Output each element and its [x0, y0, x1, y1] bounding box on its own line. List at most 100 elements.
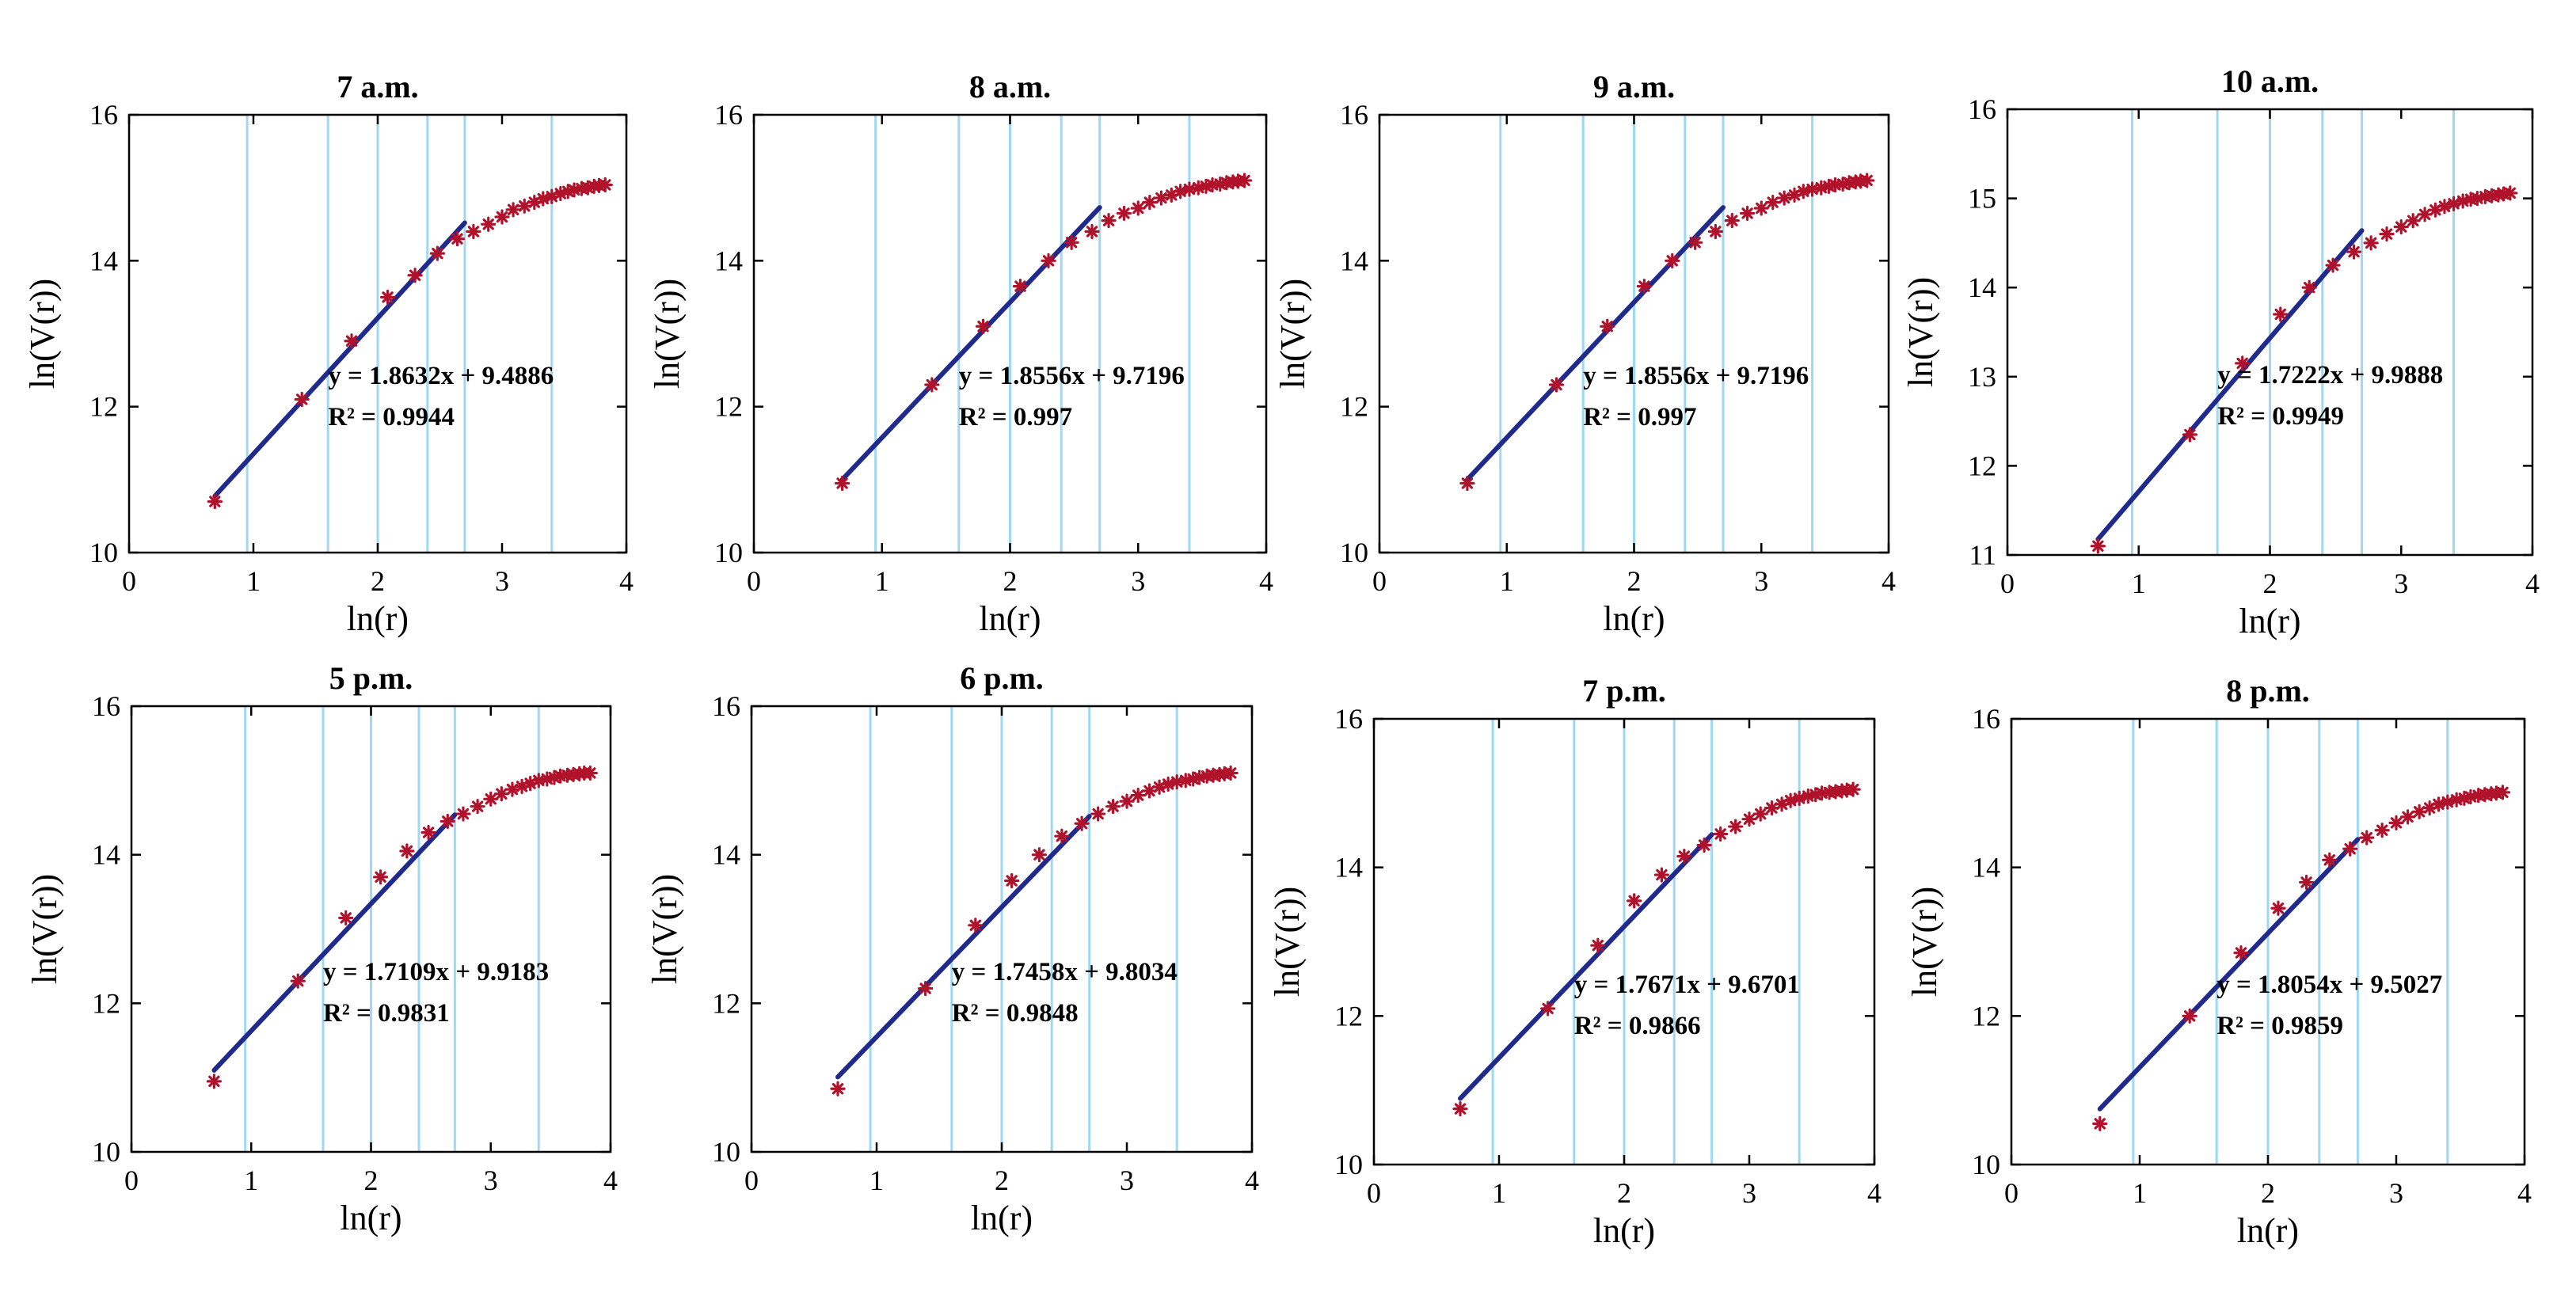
- y-tick-label: 10: [1340, 537, 1368, 568]
- x-tick-label: 4: [603, 1165, 618, 1196]
- y-tick-label: 14: [1968, 272, 1996, 303]
- y-tick-label: 14: [714, 245, 743, 276]
- data-point: [2182, 1008, 2197, 1024]
- data-point-stroke: [1823, 180, 1835, 192]
- data-point-stroke: [292, 975, 304, 987]
- data-point: [2233, 944, 2249, 961]
- fit-line: [2097, 837, 2361, 1112]
- data-point-stroke: [1102, 215, 1115, 226]
- x-tick-label: 3: [1120, 1165, 1134, 1196]
- data-point: [830, 1081, 846, 1096]
- data-point: [2440, 794, 2456, 810]
- data-point: [2092, 1115, 2108, 1131]
- data-point: [1041, 253, 1056, 268]
- data-point: [1236, 173, 1253, 188]
- data-point-stroke: [1193, 181, 1204, 194]
- data-point: [1084, 223, 1100, 240]
- x-tick-label: 3: [2394, 568, 2408, 599]
- x-axis-label: ln(r): [2237, 1211, 2299, 1250]
- data-point-stroke: [1666, 255, 1678, 267]
- y-tick-label: 12: [1968, 450, 1996, 481]
- data-point: [505, 202, 521, 218]
- x-tick-label: 1: [869, 1165, 884, 1196]
- chart-title: 7 a.m.: [337, 69, 418, 104]
- data-point: [2494, 785, 2511, 800]
- x-tick-label: 1: [244, 1165, 258, 1196]
- data-point: [483, 791, 499, 807]
- x-tick-label: 4: [1259, 565, 1273, 597]
- data-point-stroke: [507, 203, 519, 216]
- data-point-stroke: [1033, 849, 1045, 861]
- data-point-stroke: [1698, 839, 1710, 851]
- data-point: [1223, 765, 1239, 781]
- r-squared-label: R² = 0.9949: [2217, 402, 2344, 431]
- data-point: [1724, 213, 1740, 229]
- data-point-stroke: [1726, 215, 1738, 226]
- data-point: [2393, 219, 2409, 235]
- data-point-stroke: [1214, 178, 1226, 190]
- x-tick-label: 3: [1742, 1177, 1756, 1209]
- data-point: [1090, 806, 1106, 822]
- data-point-stroke: [1206, 179, 1219, 191]
- data-point: [2235, 355, 2251, 371]
- trendline-equation: y = 1.8556x + 9.7196: [1583, 362, 1809, 390]
- y-tick-label: 10: [714, 537, 743, 568]
- data-point: [1074, 815, 1090, 831]
- data-point: [1845, 781, 1861, 797]
- x-tick-label: 4: [1882, 565, 1896, 597]
- data-point-stroke: [584, 767, 596, 779]
- data-point-stroke: [599, 179, 611, 191]
- data-point-stroke: [2344, 843, 2356, 855]
- data-point: [2182, 427, 2197, 443]
- y-tick-label: 10: [1972, 1149, 2000, 1180]
- data-point: [1627, 893, 1642, 909]
- data-point: [975, 318, 991, 334]
- y-tick-label: 14: [1334, 852, 1363, 884]
- data-point-stroke: [1200, 180, 1212, 192]
- data-point-stroke: [1714, 828, 1726, 840]
- data-point-stroke: [2464, 791, 2477, 803]
- data-point: [1696, 837, 1712, 853]
- data-point: [2405, 213, 2421, 229]
- chart-title: 7 p.m.: [1582, 673, 1666, 709]
- x-tick-label: 0: [747, 565, 761, 597]
- data-point: [1707, 223, 1723, 240]
- data-point: [1765, 195, 1781, 211]
- data-point: [338, 910, 354, 926]
- data-point-stroke: [1180, 774, 1192, 787]
- y-tick-label: 10: [92, 1136, 120, 1168]
- data-point: [1130, 787, 1146, 804]
- x-tick-label: 0: [124, 1165, 139, 1196]
- y-tick-label: 16: [1340, 99, 1368, 131]
- data-point: [2437, 199, 2452, 215]
- fit-line: [1458, 832, 1714, 1101]
- data-point: [379, 289, 396, 306]
- y-tick-label: 12: [1334, 1000, 1363, 1032]
- x-tick-label: 3: [1754, 565, 1768, 597]
- data-point-stroke: [2323, 854, 2335, 866]
- data-point: [2346, 244, 2362, 260]
- data-point-stroke: [2348, 245, 2360, 258]
- x-axis-label: ln(r): [1603, 599, 1665, 638]
- data-point: [1804, 181, 1821, 197]
- data-point-stroke: [1551, 378, 1562, 391]
- x-tick-label: 2: [1617, 1177, 1631, 1209]
- data-point: [429, 245, 445, 261]
- x-axis-label: ln(r): [2239, 602, 2300, 640]
- data-point-stroke: [1689, 237, 1701, 249]
- y-axis-label: ln(V(r)): [25, 874, 64, 984]
- data-point: [2301, 279, 2317, 295]
- y-tick-label: 15: [1968, 183, 1996, 215]
- data-point: [1752, 806, 1768, 822]
- data-point: [1783, 792, 1798, 808]
- y-tick-label: 12: [714, 391, 743, 423]
- data-point-stroke: [2183, 1010, 2196, 1022]
- y-axis-label: ln(V(r)): [1273, 279, 1312, 389]
- data-point-stroke: [442, 815, 454, 827]
- data-point-stroke: [432, 247, 443, 260]
- x-tick-label: 0: [1367, 1177, 1381, 1209]
- data-point-stroke: [1542, 1002, 1554, 1015]
